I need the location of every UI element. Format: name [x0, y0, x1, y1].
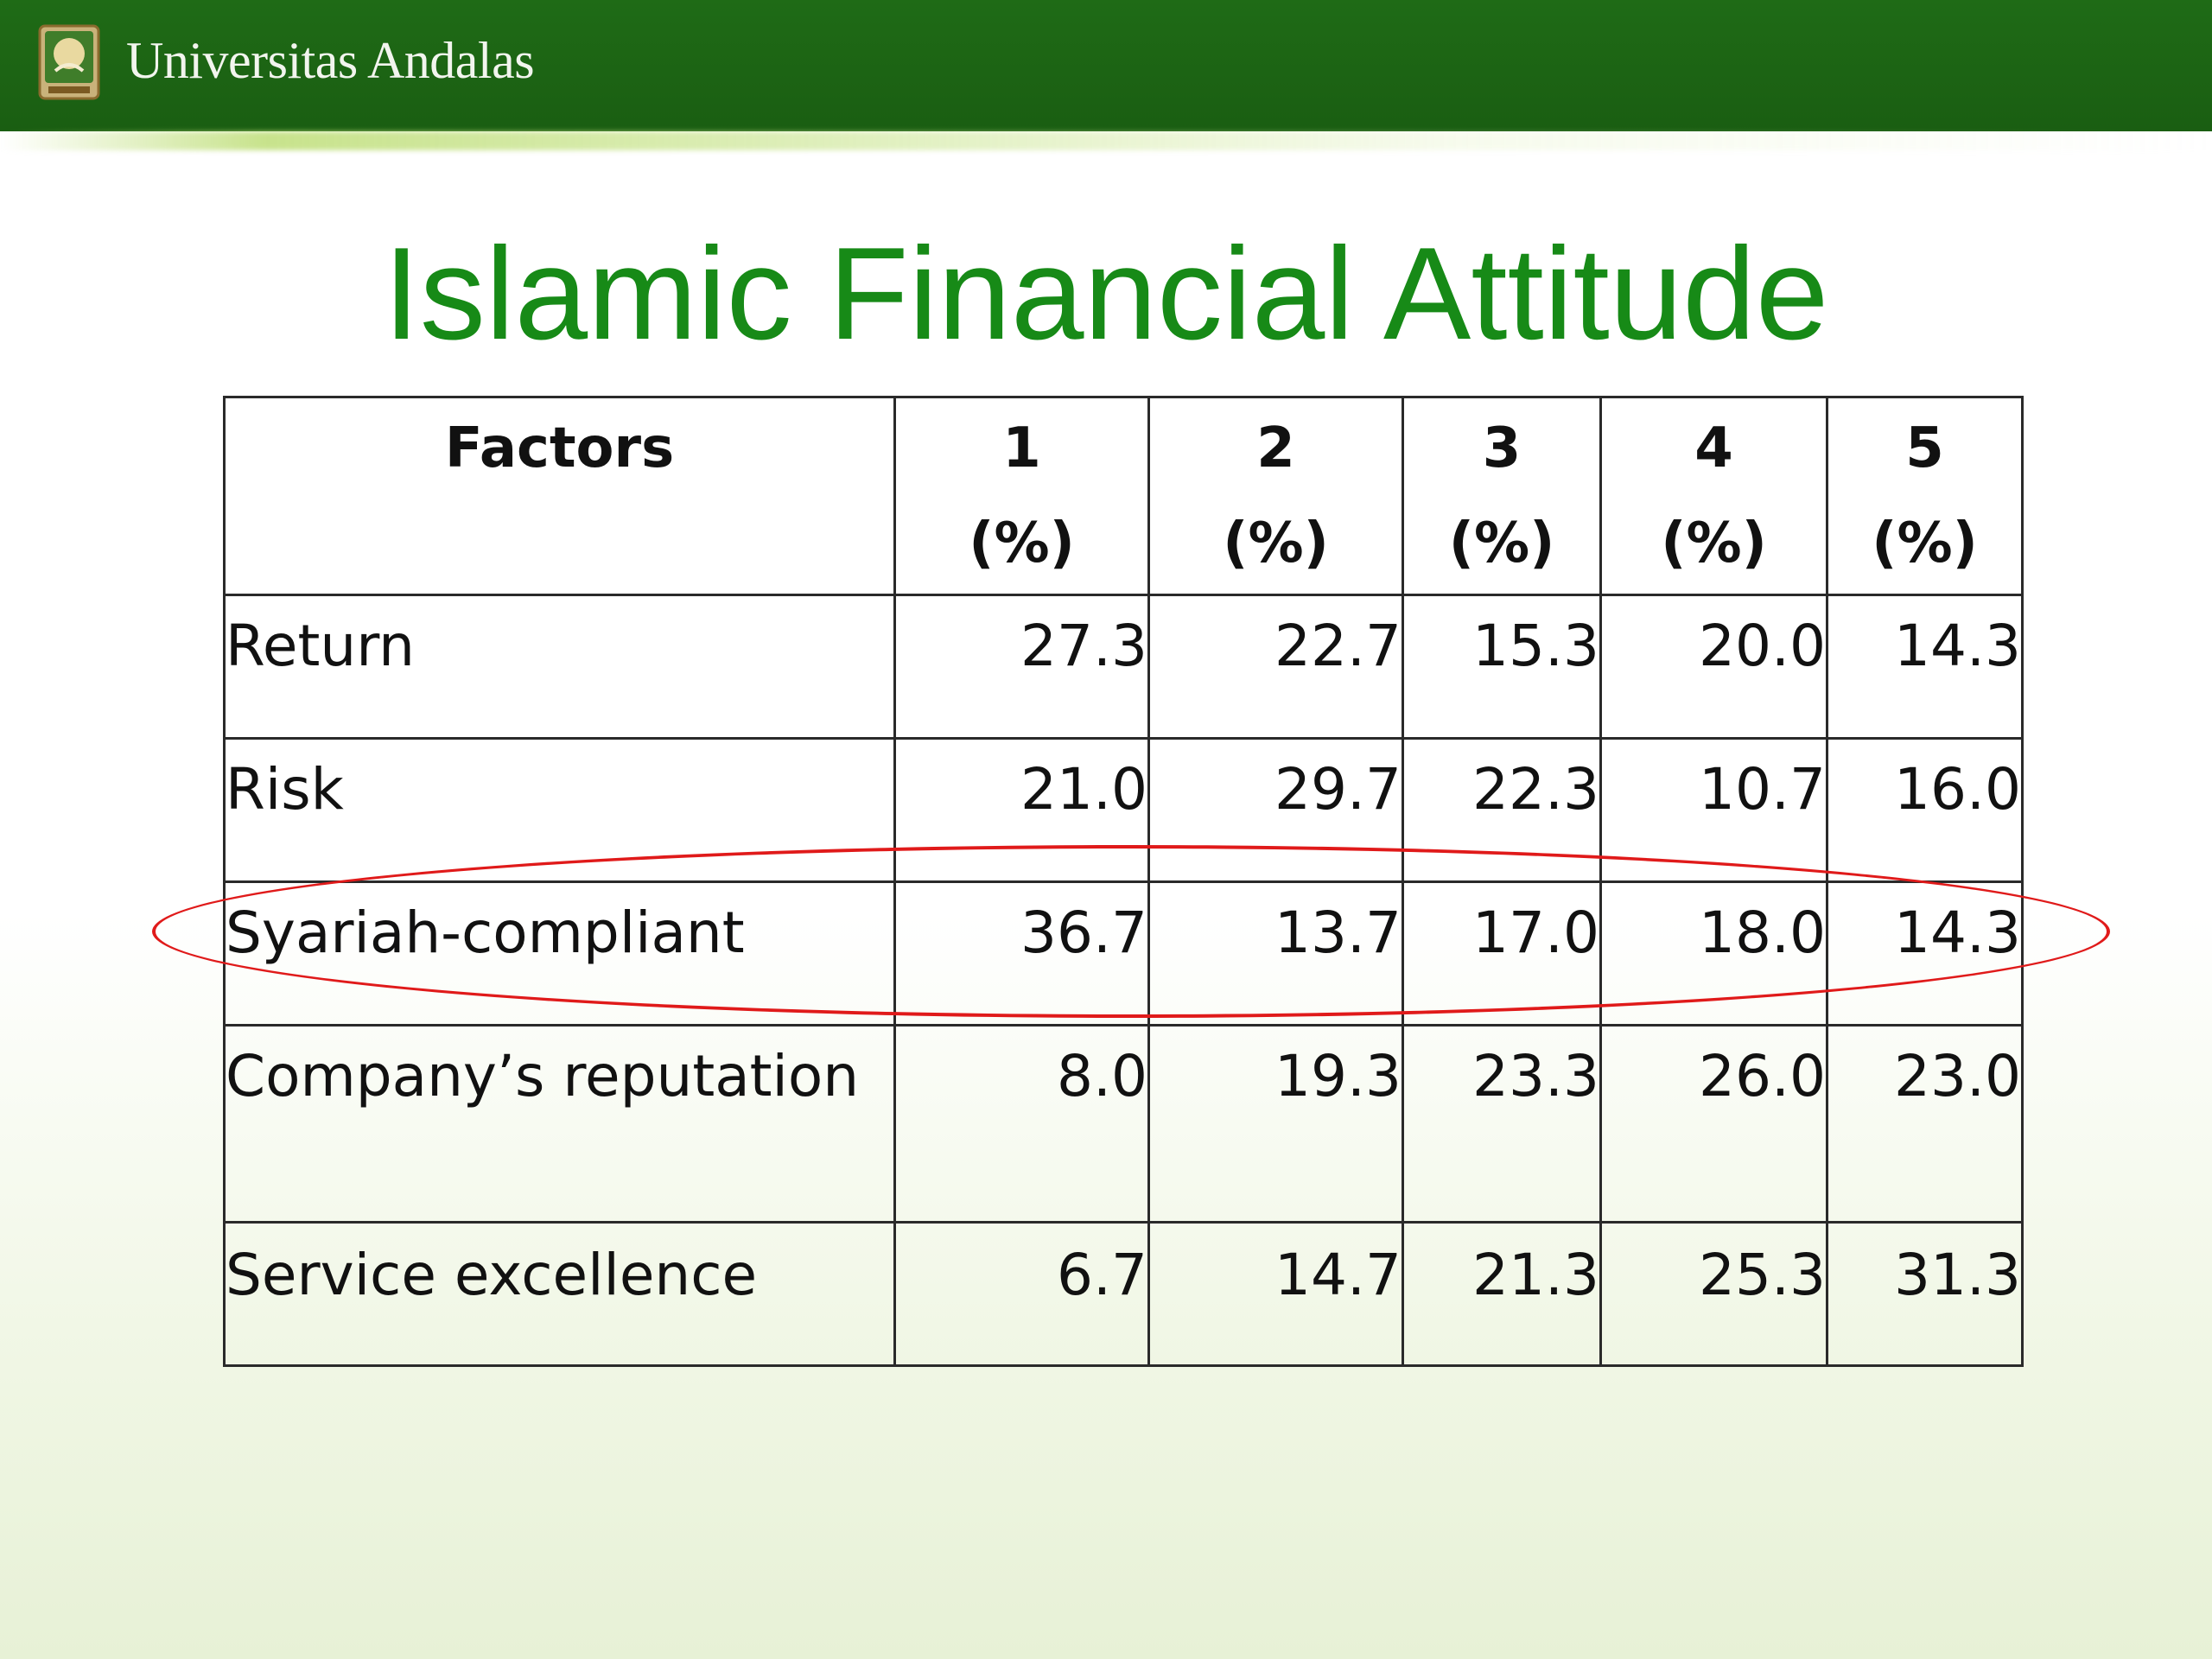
institution-name: Universitas Andalas [126, 32, 535, 89]
value-cell: 14.3 [1826, 594, 2024, 740]
table-row: Risk 21.0 29.7 22.3 10.7 16.0 [223, 737, 2024, 883]
value-cell: 25.3 [1599, 1221, 1828, 1367]
value-cell: 16.0 [1826, 737, 2024, 883]
value-cell: 31.3 [1826, 1221, 2024, 1367]
value-cell: 26.0 [1599, 1024, 1828, 1224]
factor-label: Syariah-compliant [223, 880, 896, 1027]
university-seal-icon [38, 24, 100, 100]
value-cell: 21.3 [1402, 1221, 1602, 1367]
value-cell: 13.7 [1147, 880, 1404, 1027]
header-cell-4: 4 (%) [1599, 396, 1828, 596]
table-row: Return 27.3 22.7 15.3 20.0 14.3 [223, 594, 2024, 740]
table-row: Service excellence 6.7 14.7 21.3 25.3 31… [223, 1221, 2024, 1367]
value-cell: 22.7 [1147, 594, 1404, 740]
value-cell: 19.3 [1147, 1024, 1404, 1224]
header-bar [0, 0, 2212, 131]
value-cell: 14.7 [1147, 1221, 1404, 1367]
value-cell: 22.3 [1402, 737, 1602, 883]
value-cell: 23.0 [1826, 1024, 2024, 1224]
attitude-table: Factors 1 (%) 2 (%) 3 (%) 4 (%) 5 (%) Return … [223, 396, 2024, 1367]
value-cell: 21.0 [893, 737, 1150, 883]
value-cell: 14.3 [1826, 880, 2024, 1027]
header-cell-2: 2 (%) [1147, 396, 1404, 596]
table-row-highlighted: Syariah-compliant 36.7 13.7 17.0 18.0 14… [223, 880, 2024, 1027]
slide-title: Islamic Financial Attitude [383, 220, 1829, 367]
header-cell-5: 5 (%) [1826, 396, 2024, 596]
value-cell: 36.7 [893, 880, 1150, 1027]
value-cell: 8.0 [893, 1024, 1150, 1224]
value-cell: 20.0 [1599, 594, 1828, 740]
factor-label: Risk [223, 737, 896, 883]
value-cell: 27.3 [893, 594, 1150, 740]
table-header-row: Factors 1 (%) 2 (%) 3 (%) 4 (%) 5 (%) [223, 396, 2024, 596]
value-cell: 23.3 [1402, 1024, 1602, 1224]
header-cell-factors: Factors [223, 396, 896, 596]
factor-label: Return [223, 594, 896, 740]
factor-label: Company’s reputation [223, 1024, 896, 1224]
factor-label: Service excellence [223, 1221, 896, 1367]
table-row: Company’s reputation 8.0 19.3 23.3 26.0 … [223, 1024, 2024, 1224]
value-cell: 15.3 [1402, 594, 1602, 740]
header-glow [0, 131, 2212, 150]
header-cell-3: 3 (%) [1402, 396, 1602, 596]
value-cell: 18.0 [1599, 880, 1828, 1027]
header-cell-1: 1 (%) [893, 396, 1150, 596]
value-cell: 29.7 [1147, 737, 1404, 883]
value-cell: 10.7 [1599, 737, 1828, 883]
value-cell: 17.0 [1402, 880, 1602, 1027]
value-cell: 6.7 [893, 1221, 1150, 1367]
